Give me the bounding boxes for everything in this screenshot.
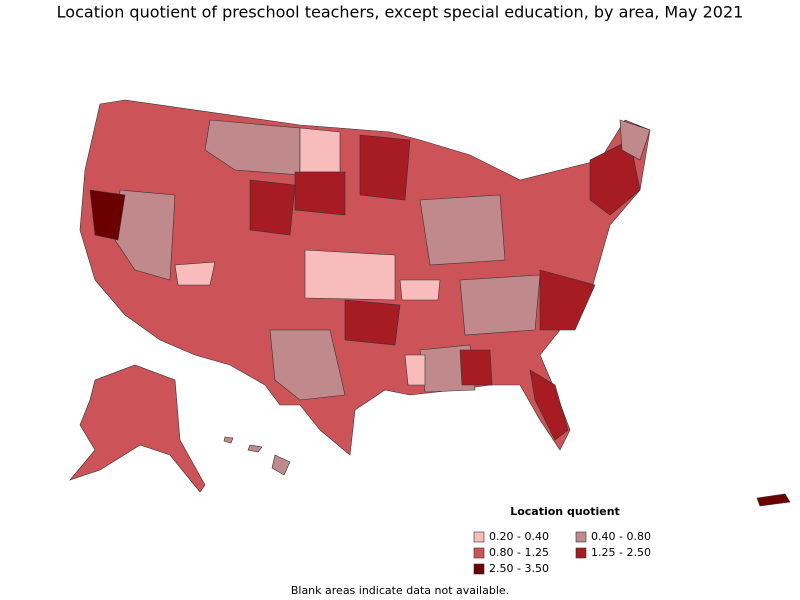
legend-label: 0.80 - 1.25 (489, 546, 549, 559)
map-region (249, 179, 296, 236)
map-title: Location quotient of preschool teachers,… (57, 3, 744, 22)
map-region (204, 119, 301, 176)
map-region (459, 274, 541, 336)
legend-label: 0.40 - 0.80 (591, 530, 651, 543)
map-region (304, 249, 396, 301)
map-region (294, 171, 346, 216)
map-region (269, 329, 346, 401)
legend-label: 0.20 - 0.40 (489, 530, 549, 543)
puerto-rico (756, 493, 791, 507)
legend-swatch (473, 531, 485, 543)
map-region (419, 194, 506, 266)
legend-title: Location quotient (510, 505, 620, 518)
legend-label: 1.25 - 2.50 (591, 546, 651, 559)
map-region (404, 354, 426, 386)
hawaii (223, 436, 234, 444)
map-region (399, 279, 441, 301)
map-region (619, 119, 651, 161)
map-region (459, 349, 493, 386)
map-region (539, 269, 596, 331)
map (69, 99, 791, 507)
map-region (359, 134, 411, 201)
hawaii (271, 454, 291, 476)
legend-swatch (575, 531, 587, 543)
legend-swatch (575, 547, 587, 559)
map-region (529, 369, 569, 441)
alaska (69, 364, 206, 493)
legend-label: 2.50 - 3.50 (489, 562, 549, 575)
legend-swatch (473, 563, 485, 575)
legend-swatch (473, 547, 485, 559)
footnote: Blank areas indicate data not available. (291, 584, 509, 597)
map-region (174, 261, 216, 286)
legend: Location quotient 0.20 - 0.40 0.40 - 0.80… (473, 505, 651, 575)
map-region (89, 189, 126, 241)
hawaii (247, 444, 263, 453)
map-region (344, 299, 401, 346)
map-region (299, 127, 341, 173)
